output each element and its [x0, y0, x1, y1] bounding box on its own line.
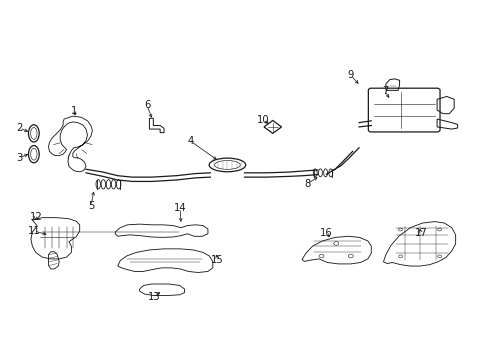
Text: 14: 14 [173, 203, 186, 213]
Text: 16: 16 [319, 228, 332, 238]
Text: 6: 6 [143, 100, 150, 111]
Text: 2: 2 [16, 123, 22, 133]
Text: 11: 11 [27, 226, 40, 236]
Text: 3: 3 [16, 153, 22, 163]
Text: 9: 9 [347, 70, 353, 80]
Text: 12: 12 [29, 212, 42, 221]
Text: 17: 17 [414, 228, 427, 238]
Text: 5: 5 [87, 201, 94, 211]
Text: 15: 15 [211, 255, 224, 265]
Text: 7: 7 [381, 86, 387, 96]
Text: 4: 4 [187, 136, 194, 146]
Text: 10: 10 [256, 115, 269, 125]
Text: 1: 1 [70, 106, 77, 116]
Text: 13: 13 [148, 292, 160, 302]
Text: 8: 8 [304, 179, 310, 189]
